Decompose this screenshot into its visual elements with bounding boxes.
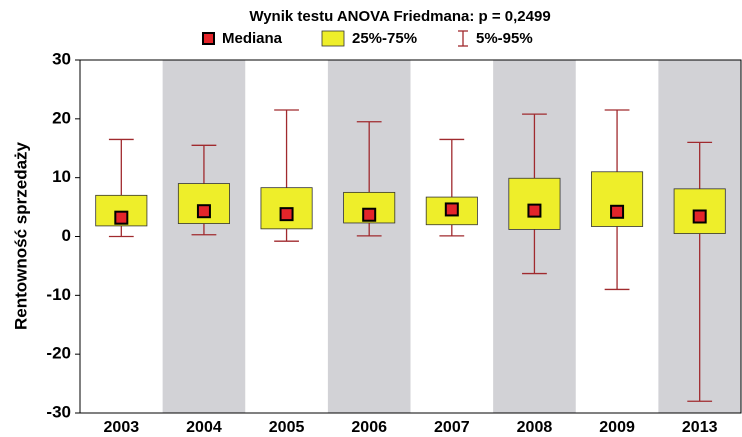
legend-box-label: 25%-75% — [352, 30, 417, 47]
legend-median-icon — [202, 32, 215, 45]
x-tick-label: 2004 — [186, 419, 222, 436]
x-tick-label: 2009 — [599, 419, 635, 436]
legend-box-icon — [321, 30, 345, 47]
x-tick-label: 2005 — [269, 419, 305, 436]
median — [527, 203, 542, 218]
y-tick-label: 20 — [52, 108, 71, 127]
y-tick-label: -30 — [46, 402, 71, 421]
legend-whisker-label: 5%-95% — [476, 30, 533, 47]
y-tick-label: 30 — [52, 49, 71, 68]
median — [444, 202, 459, 217]
y-tick-label: -10 — [46, 285, 71, 304]
x-tick-label: 2003 — [104, 419, 140, 436]
band-shade — [162, 60, 246, 413]
median — [279, 207, 294, 222]
x-tick-label: 2008 — [517, 419, 553, 436]
x-tick-label: 2013 — [682, 419, 718, 436]
chart-title: Wynik testu ANOVA Friedmana: p = 0,2499 — [249, 8, 550, 25]
y-tick-label: 0 — [62, 226, 71, 245]
box — [95, 194, 148, 227]
y-tick-label: -20 — [46, 344, 71, 363]
median — [692, 209, 707, 224]
median — [114, 210, 129, 225]
median — [362, 207, 377, 222]
x-tick-label: 2006 — [351, 419, 387, 436]
median — [610, 204, 625, 219]
x-tick-label: 2007 — [434, 419, 470, 436]
median — [196, 204, 211, 219]
legend-median-label: Mediana — [222, 30, 283, 47]
y-tick-label: 10 — [52, 167, 71, 186]
y-axis-label: Rentowność sprzedaży — [11, 141, 30, 330]
